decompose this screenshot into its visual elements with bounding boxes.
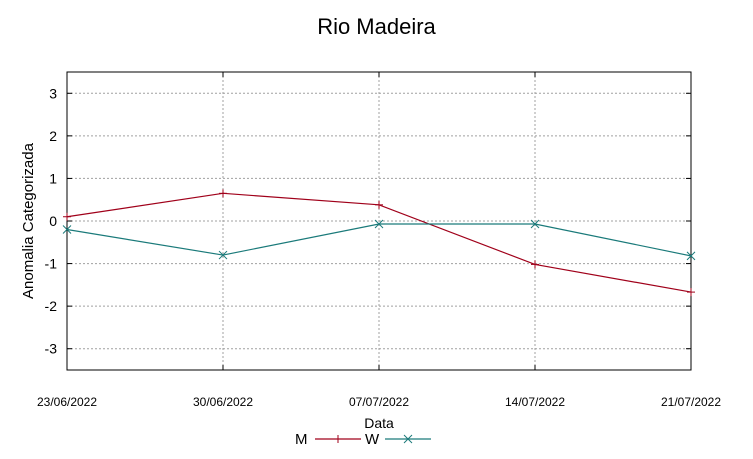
x-tick-label: 21/07/2022 <box>661 395 721 409</box>
x-tick-label: 30/06/2022 <box>193 395 253 409</box>
data-point-W <box>374 219 384 229</box>
y-tick-label: -2 <box>45 298 58 314</box>
y-axis-label: Anomalia Categorizada <box>20 142 37 299</box>
y-tick-label: -3 <box>45 341 58 357</box>
y-tick-label: 3 <box>49 85 57 101</box>
x-axis-label: Data <box>364 415 394 431</box>
data-point-W <box>62 225 72 234</box>
y-tick-label: 0 <box>49 213 57 229</box>
x-tick-label: 07/07/2022 <box>349 395 409 409</box>
x-tick-label: 23/06/2022 <box>37 395 97 409</box>
data-point-W <box>218 250 228 260</box>
data-point-W <box>530 219 540 229</box>
y-tick-label: 2 <box>49 128 57 144</box>
chart-title: Rio Madeira <box>317 14 436 39</box>
legend-label-W: W <box>365 431 380 448</box>
x-tick-label: 14/07/2022 <box>505 395 565 409</box>
legend-label-M: M <box>295 431 308 448</box>
legend-marker-W <box>403 434 413 444</box>
y-tick-label: 1 <box>49 170 57 186</box>
data-point-W <box>686 251 696 261</box>
y-tick-label: -1 <box>45 256 58 272</box>
